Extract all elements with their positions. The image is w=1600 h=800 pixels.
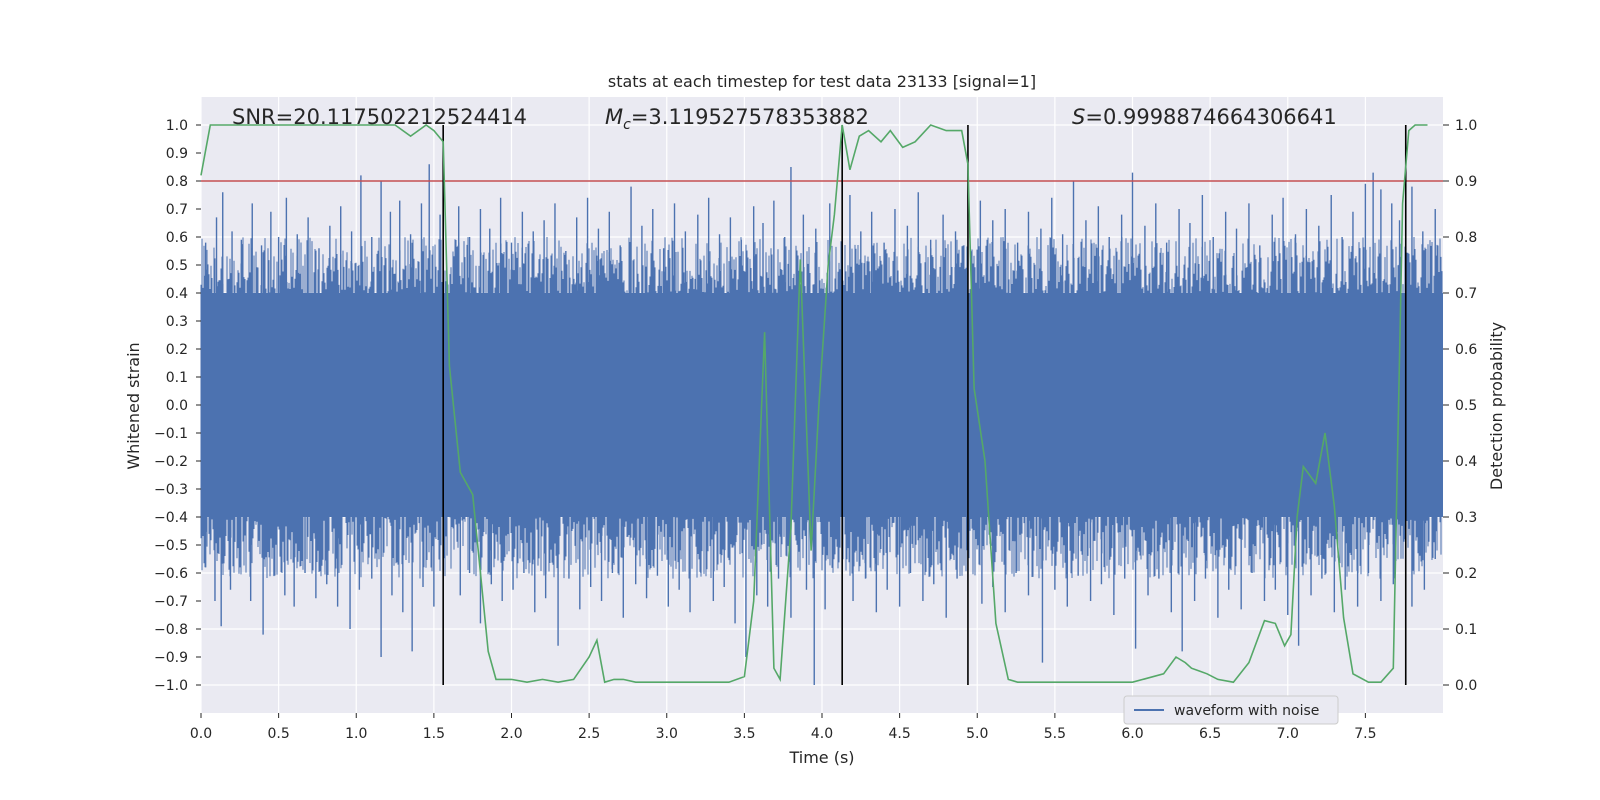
y-tick-label: 0.4	[166, 286, 188, 302]
y-tick-label: −0.2	[154, 454, 188, 470]
chirp-mass-annotation: Mc=3.119527578353882	[605, 105, 869, 133]
x-tick-label: 6.0	[1121, 726, 1143, 742]
y2-tick-label: 0.7	[1455, 286, 1477, 302]
y2-tick-label: 0.1	[1455, 622, 1477, 638]
y2-tick-label: 0.4	[1455, 454, 1477, 470]
x-tick-label: 0.0	[190, 726, 212, 742]
y-axis-label: Whitened strain	[124, 342, 143, 469]
legend-box	[1123, 695, 1339, 725]
y-tick-label: 0.7	[166, 202, 188, 218]
y-tick-label: −0.3	[154, 482, 188, 498]
vertical-lines	[442, 125, 1407, 685]
chirp-mass-subscript: c	[623, 117, 631, 133]
significance-value: =0.9998874664306641	[1085, 105, 1336, 129]
y-tick-label: 1.0	[166, 118, 188, 134]
y-tick-label: −0.9	[154, 650, 188, 666]
waveform-series	[200, 164, 1443, 685]
y-tick-label: −1.0	[154, 678, 188, 694]
significance-symbol: S	[1072, 105, 1085, 129]
chart-title: stats at each timestep for test data 231…	[608, 72, 1036, 91]
y-tick-label: 0.2	[166, 342, 188, 358]
significance-annotation: S=0.9998874664306641	[1072, 105, 1337, 129]
y2-tick-label: 0.8	[1455, 230, 1477, 246]
y-tick-label: 0.6	[166, 230, 188, 246]
y2-tick-label: 0.9	[1455, 174, 1477, 190]
x-tick-label: 2.5	[578, 726, 600, 742]
y2-tick-label: 0.2	[1455, 566, 1477, 582]
x-tick-label: 0.5	[267, 726, 289, 742]
y-tick-label: −0.7	[154, 594, 188, 610]
x-tick-label: 2.0	[500, 726, 522, 742]
x-tick-label: 4.5	[888, 726, 910, 742]
x-axis-label: Time (s)	[788, 748, 854, 767]
y-tick-label: 0.9	[166, 146, 188, 162]
y-tick-label: 0.0	[166, 398, 188, 414]
x-tick-label: 3.0	[656, 726, 678, 742]
y2-axis-label: Detection probability	[1487, 322, 1506, 490]
chirp-mass-value: =3.119527578353882	[631, 105, 869, 129]
y2-tick-label: 0.3	[1455, 510, 1477, 526]
x-tick-label: 7.5	[1354, 726, 1376, 742]
y-tick-label: −0.6	[154, 566, 188, 582]
chirp-mass-symbol: M	[605, 105, 623, 129]
y2-tick-label: 0.6	[1455, 342, 1477, 358]
x-tick-label: 5.5	[1044, 726, 1066, 742]
x-tick-label: 4.0	[811, 726, 833, 742]
y-tick-label: −0.1	[154, 426, 188, 442]
detection-probability-series	[200, 124, 1428, 684]
x-tick-label: 3.5	[733, 726, 755, 742]
y-tick-label: 0.5	[166, 258, 188, 274]
legend-label: waveform with noise	[1174, 703, 1319, 719]
y-tick-label: 0.3	[166, 314, 188, 330]
y2-tick-label: 0.5	[1455, 398, 1477, 414]
y2-tick-label: 1.0	[1455, 118, 1477, 134]
y-tick-label: −0.8	[154, 622, 188, 638]
x-tick-label: 7.0	[1277, 726, 1299, 742]
x-tick-label: 1.5	[423, 726, 445, 742]
x-tick-label: 1.0	[345, 726, 367, 742]
y-axis-ticks: 1.0 0.9 0.8 0.7 0.6 0.5 0.4 0.3 0.2 0.1 0.0 −0.1 −0.…	[154, 118, 201, 694]
y-tick-label: −0.4	[154, 510, 188, 526]
y2-tick-label: 0.0	[1455, 678, 1477, 694]
x-tick-label: 6.5	[1199, 726, 1221, 742]
snr-annotation: SNR=20.117502212524414	[232, 105, 527, 129]
legend: waveform with noise	[1123, 695, 1339, 725]
y2-axis-ticks: 1.0 0.9 0.8 0.7 0.6 0.5 0.4 0.3 0.2 0.1 0.0	[1443, 118, 1477, 694]
y-tick-label: −0.5	[154, 538, 188, 554]
y-tick-label: 0.1	[166, 370, 188, 386]
x-tick-label: 5.0	[966, 726, 988, 742]
x-axis-ticks: 0.0 0.5 1.0 1.5 2.0 2.5 3.0 3.5 4.0 4.5 5.0 5.5 6.0 6…	[190, 713, 1377, 742]
y-tick-label: 0.8	[166, 174, 188, 190]
